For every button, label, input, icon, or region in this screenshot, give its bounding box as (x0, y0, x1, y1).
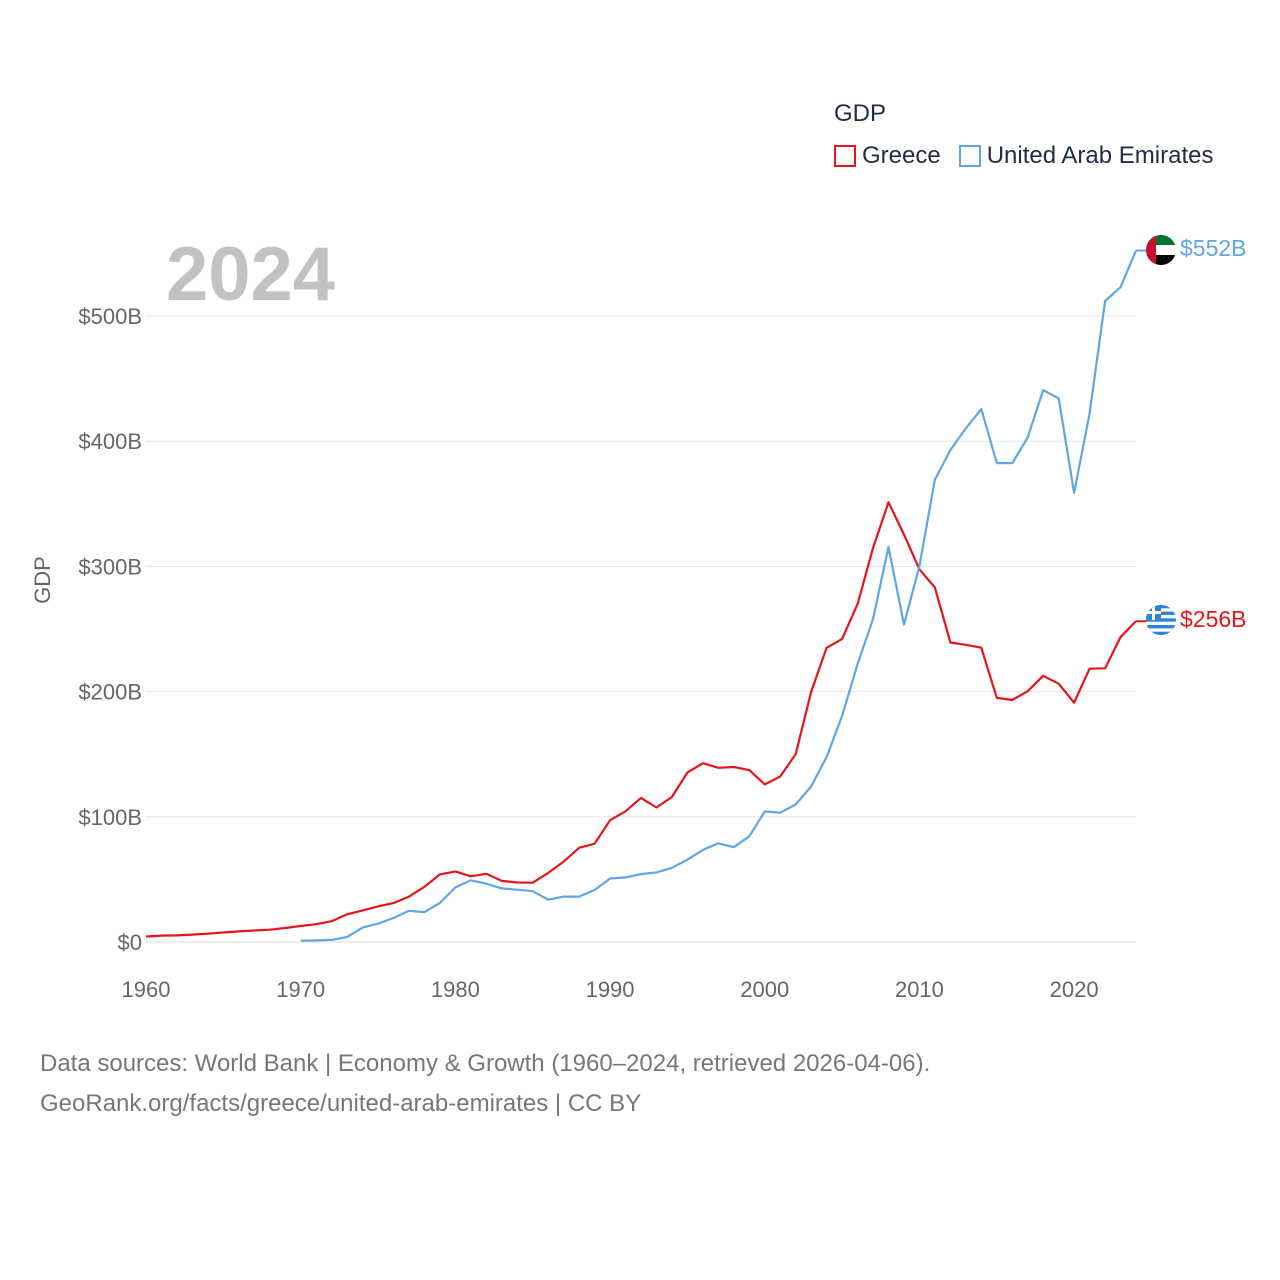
uae-flag-icon (1146, 235, 1176, 265)
footer-source: Data sources: World Bank | Economy & Gro… (40, 1050, 931, 1077)
y-tick-label: $400B (78, 429, 142, 454)
legend-label-uae: United Arab Emirates (986, 142, 1214, 169)
x-tick-label: 1990 (586, 977, 635, 1002)
footer-link[interactable]: GeoRank.org/facts/greece/united-arab-emi… (40, 1090, 642, 1117)
x-tick-label: 2020 (1050, 977, 1099, 1002)
legend-label-greece: Greece (862, 142, 941, 169)
x-tick-label: 2010 (895, 977, 944, 1002)
y-tick-label: $500B (78, 304, 142, 329)
greece-end-value: $256B (1180, 606, 1247, 632)
legend-item-uae[interactable]: United Arab Emirates (958, 142, 1214, 170)
footer: Data sources: World Bank | Economy & Gro… (40, 1044, 930, 1124)
x-tick-label: 2000 (740, 977, 789, 1002)
uae-swatch-icon (958, 145, 981, 167)
y-tick-label: $200B (78, 680, 142, 705)
greece-flag-icon (1146, 605, 1176, 635)
uae-end-value: $552B (1180, 235, 1247, 261)
x-tick-label: 1960 (122, 977, 171, 1002)
x-tick-label: 1970 (276, 977, 325, 1002)
legend: Greece United Arab Emirates (834, 142, 1231, 170)
y-axis-ticks: $0 $100B $200B $300B $400B $500B (78, 304, 142, 955)
year-label: 2024 (166, 232, 335, 317)
y-tick-label: $100B (78, 805, 142, 830)
greece-swatch-icon (834, 145, 856, 167)
series-lines (145, 249, 1150, 942)
x-tick-label: 1980 (431, 977, 480, 1002)
y-tick-label: $0 (118, 930, 142, 955)
legend-item-greece[interactable]: Greece (834, 142, 941, 170)
gridlines (146, 315, 1136, 943)
series-line-uae[interactable] (300, 250, 1138, 942)
series-line-greece[interactable] (145, 501, 1137, 938)
y-axis-label: GDP (30, 556, 55, 604)
x-axis-ticks: 1960 1970 1980 1990 2000 2010 2020 (122, 977, 1099, 1002)
y-tick-label: $300B (78, 554, 142, 579)
legend-title: GDP (834, 100, 887, 127)
